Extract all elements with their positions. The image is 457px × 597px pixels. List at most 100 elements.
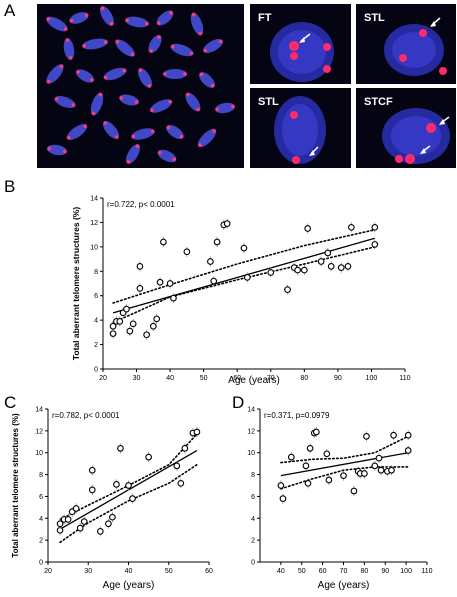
data-point-c (193, 428, 201, 436)
telomere-dot (90, 78, 94, 82)
telomere-dot (149, 49, 153, 53)
data-point-d (279, 495, 287, 502)
chromosome-blob (75, 69, 95, 83)
chromosome-blob (46, 16, 68, 32)
telomere-dot (69, 18, 74, 23)
telomere-dot (189, 51, 194, 56)
x-tick-label-d: 80 (360, 568, 368, 575)
telomere-dot (54, 97, 59, 101)
ci-upper-band-b (112, 229, 376, 304)
panel-letter-b: B (4, 177, 16, 196)
data-point-b (166, 280, 174, 287)
x-tick-label-d: 110 (421, 568, 432, 575)
y-tick-label-b: 2 (94, 342, 98, 349)
telomere-dot (126, 159, 131, 164)
inset-ft-image: FT (250, 4, 351, 84)
telomere-dot (168, 99, 172, 104)
telomere-dot (145, 21, 149, 26)
x-tick-label-b: 20 (99, 375, 107, 382)
inset-stcf-graphic (382, 108, 450, 164)
data-point-c (109, 513, 116, 521)
x-axis-label-d: Age (years) (318, 580, 370, 591)
data-point-d (350, 487, 358, 495)
telomere-dot (125, 18, 129, 23)
x-tick-label-c: 20 (44, 568, 52, 575)
inset-label-stl-bottom: STL (258, 96, 279, 108)
x-axis-label-b: Age (years) (228, 375, 280, 386)
chromosome-blob (47, 144, 67, 156)
data-point-b (223, 220, 231, 227)
data-point-b (129, 320, 137, 328)
chromosome-blob (166, 124, 184, 140)
data-point-d (304, 479, 312, 487)
data-point-b (207, 258, 214, 265)
telomere-dot (231, 104, 235, 109)
chromosome-blob (102, 120, 120, 140)
data-point-b (337, 264, 345, 271)
inset-stl-bottom-image: STL (250, 88, 351, 168)
telomere-dot (179, 134, 184, 139)
chromosome-blob (90, 92, 104, 116)
metaphase-spread-graphic (46, 6, 235, 164)
correlation-annotation-b: r=0.722, p< 0.0001 (107, 200, 175, 209)
telomere-dot (157, 21, 161, 25)
data-point-c (88, 466, 96, 474)
telomere-dot (63, 149, 67, 154)
correlation-annotation-c: r=0.782, p< 0.0001 (52, 411, 120, 420)
telomere-dot (203, 48, 208, 53)
data-point-d (390, 431, 397, 439)
y-tick-label-b: 12 (90, 220, 98, 227)
data-point-c (145, 453, 152, 461)
data-point-b (136, 263, 144, 270)
telomere-dot (166, 125, 171, 130)
metaphase-spread-image (37, 4, 244, 168)
data-point-b (371, 241, 379, 248)
x-tick-label-b: 40 (166, 375, 174, 382)
data-point-c (129, 495, 136, 502)
panel-letter-c: C (4, 393, 17, 412)
y-tick-label-b: 6 (94, 293, 98, 300)
x-tick-label-c: 50 (165, 568, 173, 575)
panel-letter-d: D (232, 393, 245, 412)
telomere-dot (215, 107, 219, 112)
telomere-dot (46, 79, 51, 84)
chart-d: 0 2 4 6 8 10 12 14 40 50 60 70 80 90 100 110 r=0.371, p=… (247, 407, 432, 592)
y-tick-label-c: 8 (39, 472, 43, 479)
data-point-c (113, 481, 120, 488)
x-tick-label-b: 80 (300, 375, 308, 382)
telomere-dot (98, 92, 103, 97)
telomere-dot (147, 83, 152, 88)
data-point-b (371, 223, 379, 231)
chromosome-blob (170, 43, 194, 57)
inset-ft-graphic (270, 22, 334, 82)
x-tick-label-b: 30 (133, 375, 141, 382)
chromosome-blob (66, 123, 88, 141)
data-point-b (267, 269, 275, 276)
x-tick-label-d: 70 (340, 568, 348, 575)
telomere-dot (114, 135, 119, 139)
data-point-b (160, 238, 167, 246)
data-point-b (143, 331, 150, 339)
telomere-dot (82, 44, 86, 48)
chromosome-blob (125, 16, 149, 28)
data-point-c (105, 520, 112, 528)
inset-stl-bottom-graphic (274, 96, 326, 164)
data-point-c (181, 444, 189, 452)
chromosome-blob (115, 39, 135, 57)
chromosome-blob (103, 67, 127, 81)
y-tick-label-d: 14 (247, 407, 255, 414)
telomere-dot (119, 96, 124, 100)
telomere-dot (100, 6, 105, 11)
data-point-b (123, 305, 130, 313)
telomere-dot (169, 11, 173, 15)
y-tick-label-d: 6 (251, 494, 255, 501)
data-point-b (156, 278, 164, 286)
data-point-d (313, 428, 320, 436)
telomere-dot (218, 39, 223, 44)
telomere-dot (76, 70, 80, 74)
data-point-d (361, 470, 368, 477)
chromosome-blob (185, 92, 201, 112)
x-tick-label-b: 90 (334, 375, 342, 382)
telomere-dot (71, 103, 76, 107)
